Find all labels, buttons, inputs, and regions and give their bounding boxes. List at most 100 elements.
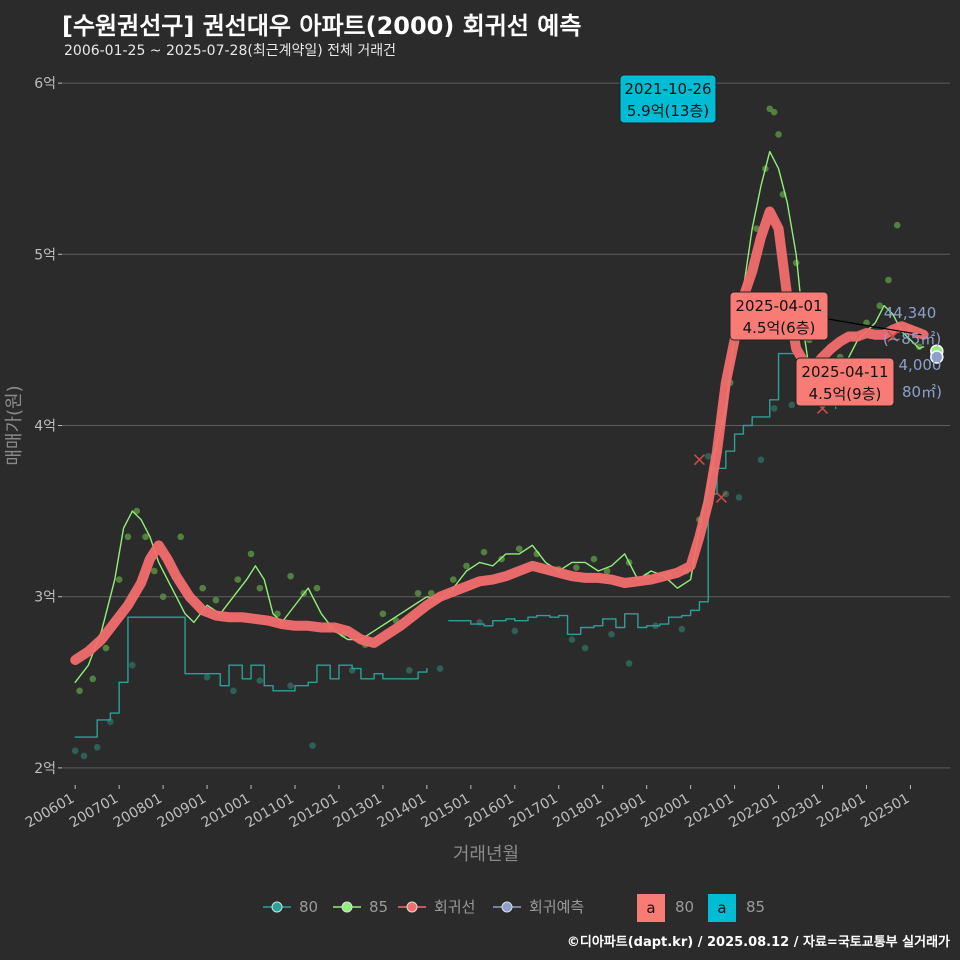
cancel-mark [887, 330, 899, 343]
annotation-peak-box [619, 74, 717, 124]
y-tick-label: 4억 [34, 419, 56, 435]
annotation-recent1-price: 4.5억(6층) [743, 319, 816, 337]
legend-text-glyph: a [717, 899, 726, 917]
x-tick-label: 200901 [155, 791, 209, 832]
legend-text-label: 85 [746, 898, 765, 916]
scatter-point-85 [603, 567, 611, 575]
annotation-peak-date: 2021-10-26 [624, 80, 711, 98]
scatter-point-80 [704, 453, 712, 460]
forecast-label-85-value: 44,340 [884, 304, 937, 322]
forecast-label-80-area: 80㎡) [902, 383, 942, 401]
scatter-point-85 [199, 584, 206, 592]
cancel-mark [715, 491, 727, 503]
scatter-point-85 [379, 610, 387, 618]
scatter-point-85 [274, 610, 281, 618]
scatter-point-85 [142, 533, 149, 541]
scatter-point-80 [80, 752, 88, 760]
scatter-point-80 [568, 636, 576, 643]
scatter-point-85 [76, 687, 83, 695]
y-tick-label: 3억 [34, 590, 56, 606]
legend-text-swatch [637, 894, 665, 922]
scatter-point-80 [757, 456, 765, 464]
scatter-point-85 [498, 555, 505, 563]
annotation-recent2-box [795, 357, 895, 407]
legend-label: 85 [369, 898, 388, 916]
annotation-recent2-price: 4.5억(9층) [809, 385, 882, 403]
x-tick-label: 201301 [331, 791, 385, 832]
x-tick-label: 202501 [858, 791, 912, 832]
x-tick-label: 201701 [506, 791, 560, 832]
scatter-point-85 [590, 555, 598, 563]
scatter-point-85 [414, 589, 422, 597]
scatter-point-80 [405, 667, 413, 674]
scatter-point-85 [573, 564, 580, 571]
annotation-peak: 2021-10-26 5.9억(13층) [619, 74, 717, 124]
annotation-peak-price: 5.9억(13층) [627, 102, 709, 120]
chart-subtitle: 2006-01-25 ~ 2025-07-28(최근계약일) 전체 거래건 [64, 43, 396, 59]
x-tick-label: 201401 [375, 791, 429, 832]
scatter-point-80 [511, 627, 519, 635]
cancel-mark [693, 454, 705, 466]
annotation-recent1-date: 2025-04-01 [735, 297, 822, 315]
legend-swatch [406, 901, 418, 913]
scatter-point-80 [436, 665, 444, 672]
scatter-point-85 [287, 572, 294, 580]
footer-credit: ©디아파트(dapt.kr) / 2025.08.12 / 자료=국토교통부 실… [566, 935, 950, 950]
scatter-point-85 [133, 507, 141, 515]
scatter-point-85 [159, 593, 167, 600]
scatter-point-85 [770, 108, 778, 116]
x-tick-label: 201901 [594, 791, 648, 832]
annotation-recent2: 2025-04-11 4.5억(9층) [795, 357, 895, 407]
scatter-point-85 [893, 221, 901, 229]
chart-title: [수원권선구] 권선대우 아파트(2000) 회귀선 예측 [62, 12, 582, 40]
scatter-point-80 [129, 661, 136, 669]
series-line-85 [74, 150, 925, 683]
x-tick-label: 200601 [23, 791, 77, 832]
forecast-label-80-value: 4,000 [899, 356, 942, 374]
legend-label: 회귀예측 [529, 898, 584, 916]
scatter-point-85 [124, 533, 132, 541]
x-tick-label: 202301 [770, 791, 824, 832]
scatter-point-80 [678, 625, 686, 633]
scatter-point-85 [89, 675, 97, 683]
x-tick-label: 202001 [638, 791, 692, 832]
scatter-point-85 [427, 589, 435, 597]
y-axis-label: 매매가(원) [4, 385, 25, 465]
scatter-point-85 [449, 576, 457, 583]
legend-swatch [341, 901, 353, 913]
scatter-point-80 [770, 405, 778, 412]
x-tick-label: 202401 [814, 791, 868, 832]
x-tick-label: 201601 [463, 791, 517, 832]
scatter-point-85 [212, 596, 220, 604]
annotation-recent1-box [729, 291, 829, 341]
scatter-point-85 [480, 548, 488, 556]
scatter-point-80 [230, 687, 237, 695]
annotation-leader [821, 317, 922, 336]
scatter-point-80 [788, 401, 796, 409]
scatter-point-85 [151, 567, 158, 575]
scatter-point-80 [93, 744, 101, 751]
x-tick-label: 201201 [287, 791, 341, 832]
x-tick-label: 200801 [111, 791, 165, 832]
scatter-point-80 [309, 742, 316, 749]
scatter-point-80 [735, 494, 743, 501]
scatter-point-80 [203, 673, 211, 681]
scatter-point-85 [247, 550, 255, 558]
scatter-point-85 [775, 131, 782, 138]
legend-label: 80 [299, 898, 318, 916]
series-line-회귀선 [70, 206, 929, 666]
scatter-point-80 [625, 660, 633, 667]
y-tick-label: 5억 [34, 247, 56, 263]
y-tick-label: 2억 [34, 761, 56, 777]
scatter-point-80 [581, 644, 589, 652]
x-tick-label: 201501 [419, 791, 473, 832]
x-tick-label: 200701 [67, 791, 121, 832]
scatter-point-85 [115, 576, 123, 583]
x-tick-label: 201001 [199, 791, 253, 832]
scatter-point-80 [608, 631, 615, 638]
x-tick-label: 201101 [243, 791, 297, 832]
scatter-point-85 [177, 533, 184, 541]
scatter-point-85 [313, 584, 321, 592]
scatter-point-85 [102, 644, 110, 652]
legend-label: 회귀선 [434, 898, 475, 916]
